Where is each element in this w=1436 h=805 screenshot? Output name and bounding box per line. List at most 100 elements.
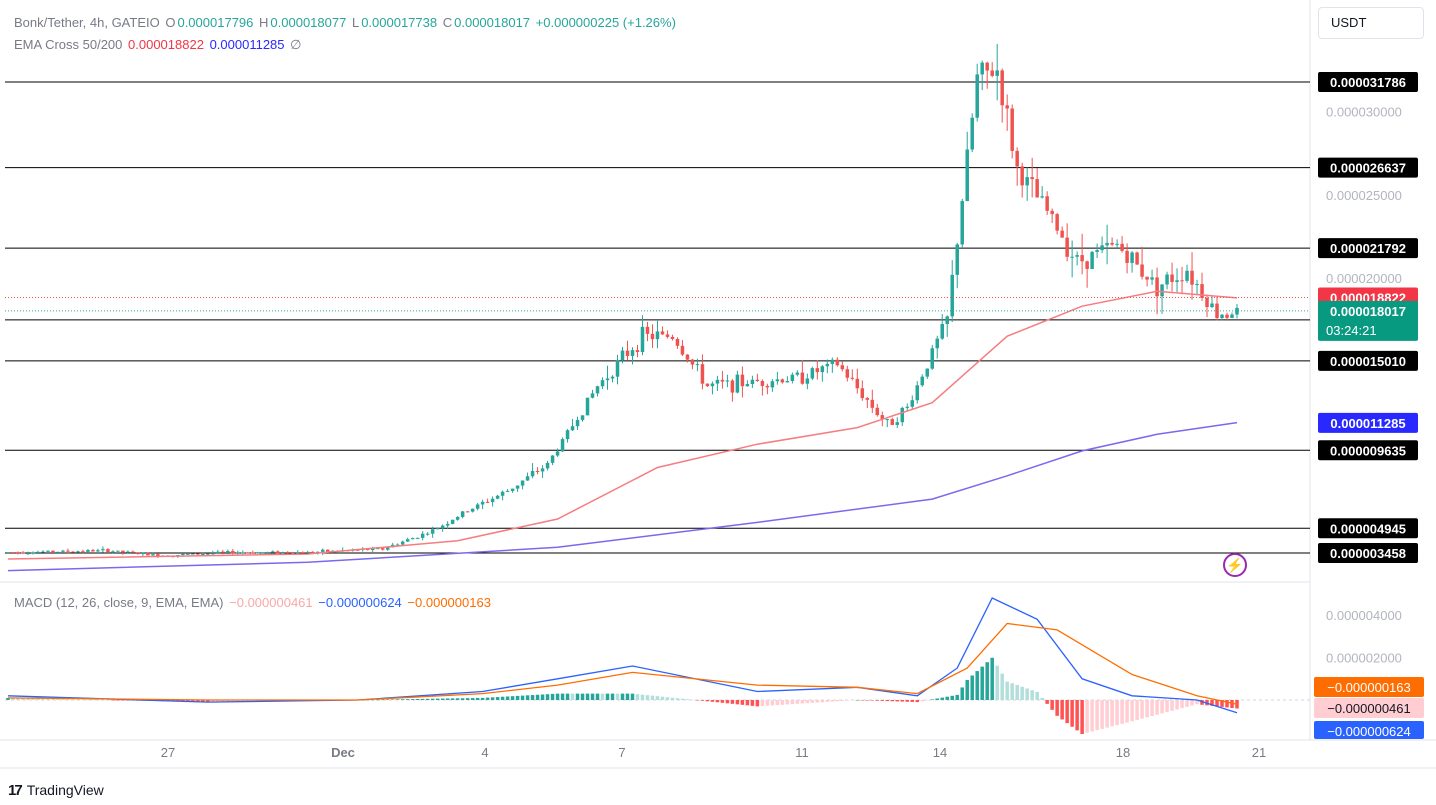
level-label: 0.000026637: [1330, 161, 1406, 176]
macd-histogram-bar: [980, 666, 984, 700]
candle-body: [535, 470, 540, 472]
macd-histogram-bar: [1215, 700, 1219, 707]
candle-body: [465, 511, 470, 513]
candle-body: [480, 501, 485, 505]
candle-body: [435, 528, 440, 530]
tradingview-logo[interactable]: 17 TradingView: [8, 782, 104, 799]
candle-body: [675, 339, 680, 346]
candle-body: [445, 523, 450, 526]
macd-histogram-bar: [645, 695, 650, 700]
macd-histogram-bar: [221, 700, 225, 702]
candle-body: [845, 369, 850, 378]
macd-histogram-bar: [1010, 683, 1014, 700]
candle-body: [875, 407, 880, 416]
price-axis-tick: 0.000030000: [1326, 105, 1402, 120]
macd-histogram-bar: [420, 698, 425, 700]
macd-histogram-bar: [1025, 688, 1029, 700]
macd-histogram-bar: [1130, 700, 1134, 722]
macd-histogram-bar: [915, 700, 920, 703]
candle-body: [945, 316, 949, 325]
candle-body: [1220, 314, 1224, 318]
candle-body: [186, 553, 190, 555]
lightning-icon[interactable]: ⚡: [1223, 553, 1247, 577]
candle-body: [131, 551, 135, 553]
macd-histogram-bar: [775, 700, 780, 706]
candle-body: [595, 386, 600, 394]
candle-body: [206, 553, 210, 555]
macd-line: [7, 597, 1238, 714]
macd-histogram-bar: [575, 693, 580, 700]
macd-histogram-bar: [116, 700, 120, 701]
macd-histogram-bar: [1075, 700, 1079, 731]
candle-body: [630, 350, 635, 356]
candle-body: [995, 70, 999, 76]
macd-histogram-bar: [1200, 700, 1204, 705]
macd-histogram-bar: [685, 699, 690, 700]
macd-histogram-bar: [745, 700, 750, 706]
macd-histogram-bar: [650, 695, 655, 700]
candle-body: [730, 380, 735, 393]
macd-histogram-bar: [800, 700, 805, 704]
candle-body: [1170, 274, 1174, 282]
level-label-bg: [1318, 518, 1418, 539]
ohlc-legend: Bonk/Tether, 4h, GATEIO O 0.000017796 H 0.…: [14, 15, 676, 30]
macd-histogram-bar: [385, 699, 390, 700]
macd-histogram-bar: [665, 697, 670, 700]
candle-body: [705, 383, 710, 387]
macd-histogram-bar: [565, 693, 570, 700]
macd-legend[interactable]: MACD (12, 26, close, 9, EMA, EMA) −0.000…: [14, 595, 493, 610]
candle-body: [81, 551, 85, 553]
candle-body: [61, 550, 65, 552]
hidden-values-icon[interactable]: ∅: [290, 37, 302, 52]
ema-legend[interactable]: EMA Cross 50/200 0.000018822 0.000011285…: [14, 37, 303, 53]
candle-body: [900, 407, 905, 423]
candle-body: [320, 549, 325, 552]
macd-histogram-bar: [700, 700, 705, 701]
candle-body: [485, 501, 490, 503]
candle-body: [455, 516, 460, 520]
candle-body: [1000, 70, 1004, 106]
macd-histogram-bar: [111, 700, 115, 701]
candle-body: [745, 384, 750, 387]
candle-body: [820, 366, 825, 373]
candle-body: [91, 550, 95, 552]
macd-signal-label-bg: [1314, 677, 1424, 697]
candle-body: [620, 350, 625, 361]
candle-body: [286, 552, 290, 554]
candle-body: [101, 549, 105, 551]
macd-histogram-bar: [1015, 685, 1019, 700]
candle-body: [700, 364, 705, 384]
candle-body: [1090, 251, 1094, 269]
candle-body: [555, 451, 560, 456]
macd-histogram-bar: [905, 700, 910, 702]
macd-histogram-bar: [490, 697, 495, 700]
candle-body: [1085, 261, 1089, 269]
change-value: +0.000000225 (+1.26%): [535, 15, 676, 30]
macd-histogram-bar: [600, 693, 605, 700]
macd-histogram-bar: [510, 696, 515, 700]
macd-histogram-bar: [51, 698, 55, 700]
candle-body: [970, 117, 974, 150]
ema200-line: [7, 421, 1238, 572]
time-axis-tick: 14: [933, 745, 947, 760]
macd-histogram-bar: [970, 675, 974, 700]
macd-histogram-bar: [66, 699, 70, 700]
macd-histogram-bar: [870, 700, 875, 701]
macd-histogram-bar: [1120, 700, 1124, 724]
candle-body: [216, 551, 220, 554]
macd-histogram-bar: [875, 700, 880, 701]
macd-histogram-bar: [445, 698, 450, 700]
candle-body: [405, 539, 410, 542]
tv-logo-icon: 17: [8, 782, 23, 799]
candle-body: [645, 326, 650, 334]
macd-histogram-bar: [405, 699, 410, 700]
macd-histogram-bar: [860, 700, 865, 701]
candle-body: [520, 480, 525, 486]
candle-body: [26, 553, 30, 555]
macd-histogram-bar: [1070, 700, 1074, 727]
macd-histogram-bar: [475, 697, 480, 700]
macd-histogram-bar: [630, 693, 635, 700]
currency-button[interactable]: USDT: [1318, 7, 1424, 39]
macd-histogram-bar: [625, 693, 630, 700]
